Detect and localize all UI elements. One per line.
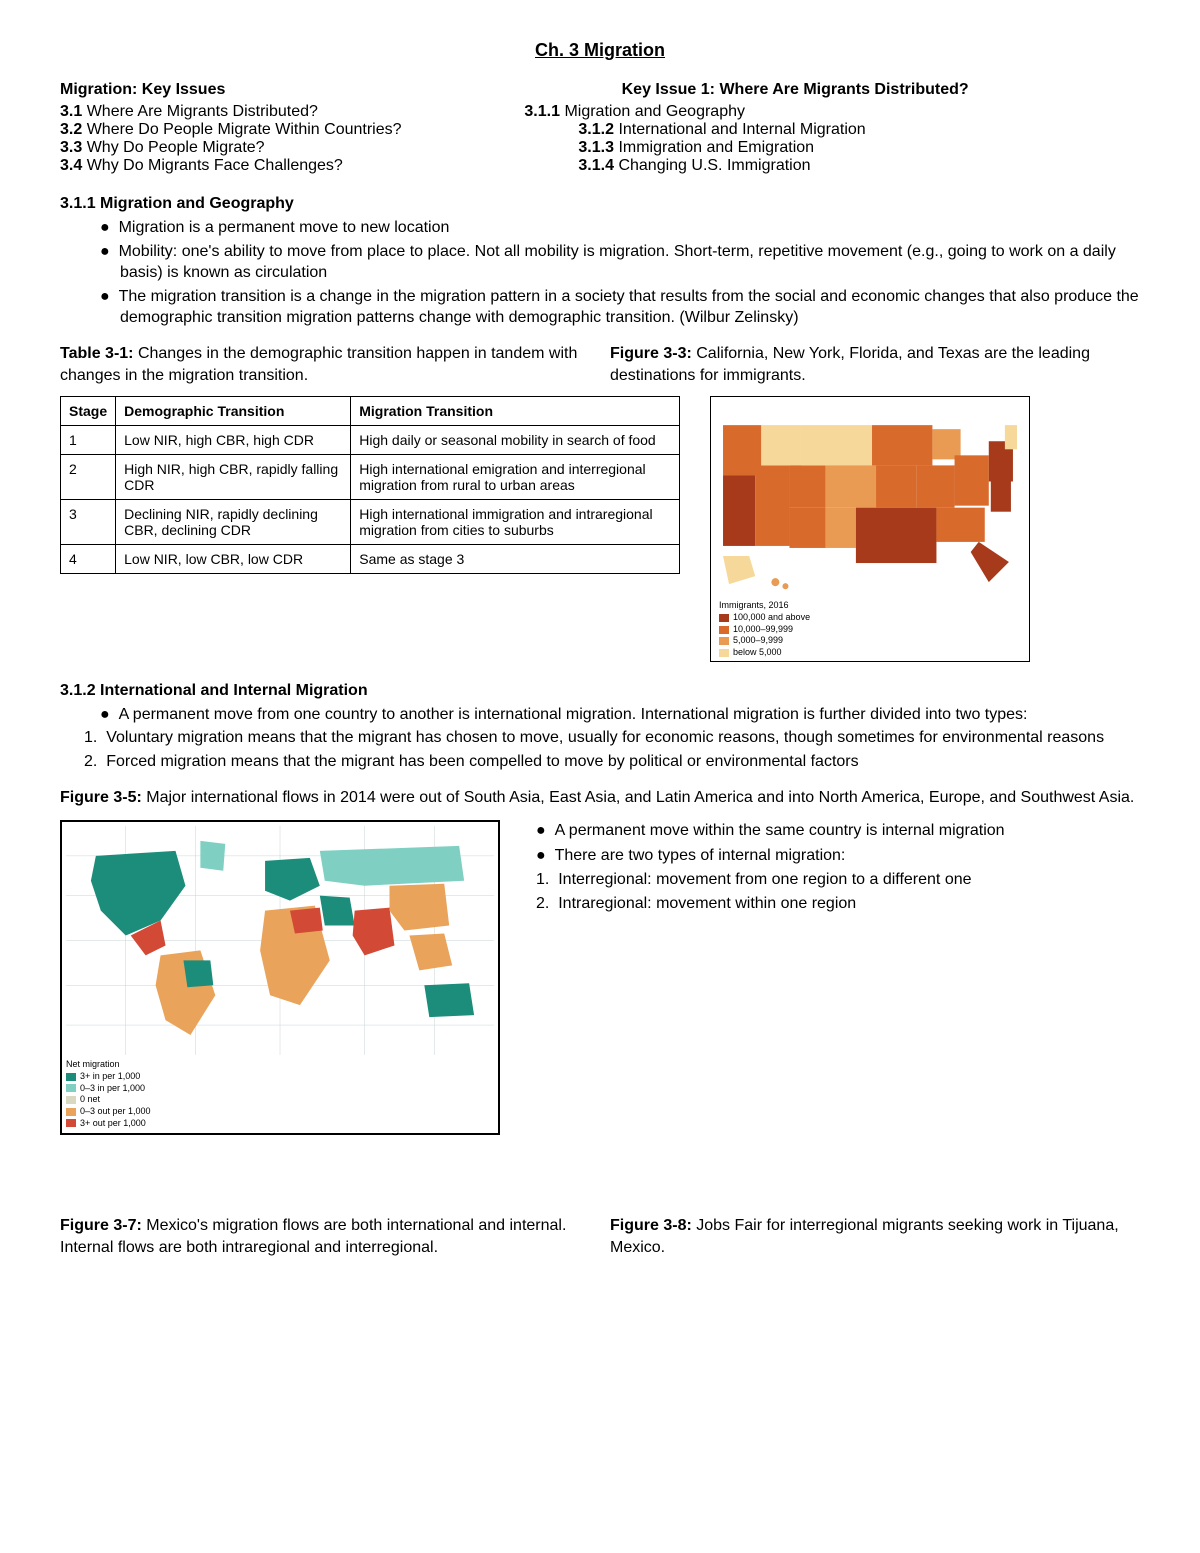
item-text: Changing U.S. Immigration (618, 157, 810, 174)
table-map-row: Stage Demographic Transition Migration T… (60, 396, 1140, 662)
bullet: ● A permanent move from one country to a… (60, 704, 1140, 726)
col-header: Stage (61, 397, 116, 426)
item-text: Where Do People Migrate Within Countries… (87, 121, 402, 138)
us-map-icon (719, 405, 1021, 596)
figure-35-map: Net migration 3+ in per 1,000 0–3 in per… (60, 820, 500, 1135)
figure-33-caption: Figure 3-3: California, New York, Florid… (610, 343, 1140, 386)
bullet: ● Migration is a permanent move to new l… (60, 217, 1140, 239)
item-text: Where Are Migrants Distributed? (87, 103, 318, 120)
heading-311: 3.1.1 Migration and Geography (60, 195, 1140, 213)
item-num: 3.3 (60, 139, 82, 156)
list-row: 3.4 Why Do Migrants Face Challenges? 3.1… (60, 157, 1140, 175)
figure-35-caption: Figure 3-5: Major international flows in… (60, 787, 1140, 809)
item-num: 3.1.4 (578, 157, 614, 174)
item-text: Why Do Migrants Face Challenges? (87, 157, 343, 174)
list-row: 3.2 Where Do People Migrate Within Count… (60, 121, 1140, 139)
item-num: 3.2 (60, 121, 82, 138)
figure-37-38-row: Figure 3-7: Mexico's migration flows are… (60, 1215, 1140, 1258)
table-row: 3 Declining NIR, rapidly declining CBR, … (61, 500, 680, 545)
list-row: 3.1 Where Are Migrants Distributed? 3.1.… (60, 103, 1140, 121)
numbered-item: 1. Voluntary migration means that the mi… (60, 727, 1140, 749)
world-map-icon (66, 826, 494, 1055)
heading-312: 3.1.2 International and Internal Migrati… (60, 682, 1140, 700)
figure-37-caption: Figure 3-7: Mexico's migration flows are… (60, 1215, 590, 1258)
figure-35-right-notes: ● A permanent move within the same count… (530, 820, 1140, 918)
figure-35-legend: Net migration 3+ in per 1,000 0–3 in per… (66, 1059, 494, 1129)
table-row: 1 Low NIR, high CBR, high CDR High daily… (61, 426, 680, 455)
table-row: 2 High NIR, high CBR, rapidly falling CD… (61, 455, 680, 500)
col-header: Demographic Transition (116, 397, 351, 426)
key-issues-left-title: Migration: Key Issues (60, 81, 578, 99)
figure-33-map: Immigrants, 2016 100,000 and above 10,00… (710, 396, 1030, 662)
item-text: Migration and Geography (564, 103, 745, 120)
caption-row-31-33: Table 3-1: Changes in the demographic tr… (60, 343, 1140, 386)
page-title: Ch. 3 Migration (60, 40, 1140, 61)
table-row: 4 Low NIR, low CBR, low CDR Same as stag… (61, 545, 680, 574)
item-num: 3.1.1 (524, 103, 560, 120)
table-31-caption: Table 3-1: Changes in the demographic tr… (60, 343, 590, 386)
key-issues-lists: 3.1 Where Are Migrants Distributed? 3.1.… (60, 103, 1140, 175)
bullet: ● The migration transition is a change i… (60, 286, 1140, 329)
bullet: ● Mobility: one's ability to move from p… (60, 241, 1140, 284)
figure-35-row: Net migration 3+ in per 1,000 0–3 in per… (60, 820, 1140, 1135)
figure-38-caption: Figure 3-8: Jobs Fair for interregional … (610, 1215, 1140, 1258)
item-text: International and Internal Migration (618, 121, 865, 138)
item-num: 3.1.3 (578, 139, 614, 156)
item-text: Immigration and Emigration (618, 139, 814, 156)
numbered-item: 2. Forced migration means that the migra… (60, 751, 1140, 773)
col-header: Migration Transition (351, 397, 680, 426)
key-issues-right-title: Key Issue 1: Where Are Migrants Distribu… (622, 81, 1140, 99)
figure-33-legend: Immigrants, 2016 100,000 and above 10,00… (719, 600, 1021, 658)
item-text: Why Do People Migrate? (87, 139, 265, 156)
item-num: 3.1.2 (578, 121, 614, 138)
key-issues-header: Migration: Key Issues Key Issue 1: Where… (60, 81, 1140, 99)
list-row: 3.3 Why Do People Migrate? 3.1.3 Immigra… (60, 139, 1140, 157)
item-num: 3.4 (60, 157, 82, 174)
item-num: 3.1 (60, 103, 82, 120)
table-31: Stage Demographic Transition Migration T… (60, 396, 680, 574)
